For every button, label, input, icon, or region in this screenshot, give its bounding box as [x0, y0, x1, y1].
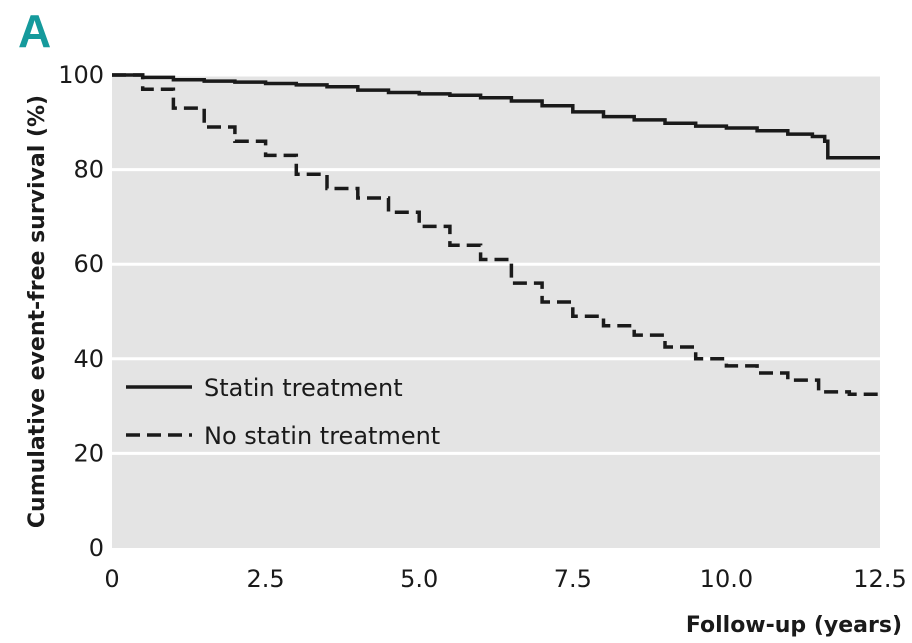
x-tick-label-10: 10.0 [700, 565, 753, 593]
y-axis-title: Cumulative event-free survival (%) [25, 95, 50, 528]
legend-label-1: No statin treatment [204, 422, 440, 450]
y-tick-label-100: 100 [58, 61, 104, 89]
x-tick-label-12.5: 12.5 [853, 565, 906, 593]
x-tick-label-0: 0 [104, 565, 119, 593]
series-line-1 [112, 73, 880, 397]
y-tick-label-80: 80 [73, 156, 104, 184]
y-tick-label-20: 20 [73, 439, 104, 467]
series-layer [112, 73, 880, 397]
x-tick-label-2.5: 2.5 [247, 565, 285, 593]
y-tick-label-0: 0 [89, 534, 104, 562]
y-tick-label-40: 40 [73, 345, 104, 373]
plot-background [112, 75, 880, 548]
x-tick-label-5: 5.0 [400, 565, 438, 593]
panel-label: A [18, 5, 52, 57]
x-axis-ticks: 0 2.5 5.0 7.5 10.0 12.5 [104, 565, 906, 593]
x-tick-label-7.5: 7.5 [554, 565, 592, 593]
x-axis-title: Follow-up (years) [686, 613, 902, 638]
y-tick-label-60: 60 [73, 250, 104, 278]
legend: Statin treatment No statin treatment [126, 374, 440, 450]
y-axis-ticks: 0 20 40 60 80 100 [58, 61, 104, 562]
series-line-0 [112, 73, 880, 160]
legend-label-0: Statin treatment [204, 374, 403, 402]
gridlines [112, 73, 880, 455]
